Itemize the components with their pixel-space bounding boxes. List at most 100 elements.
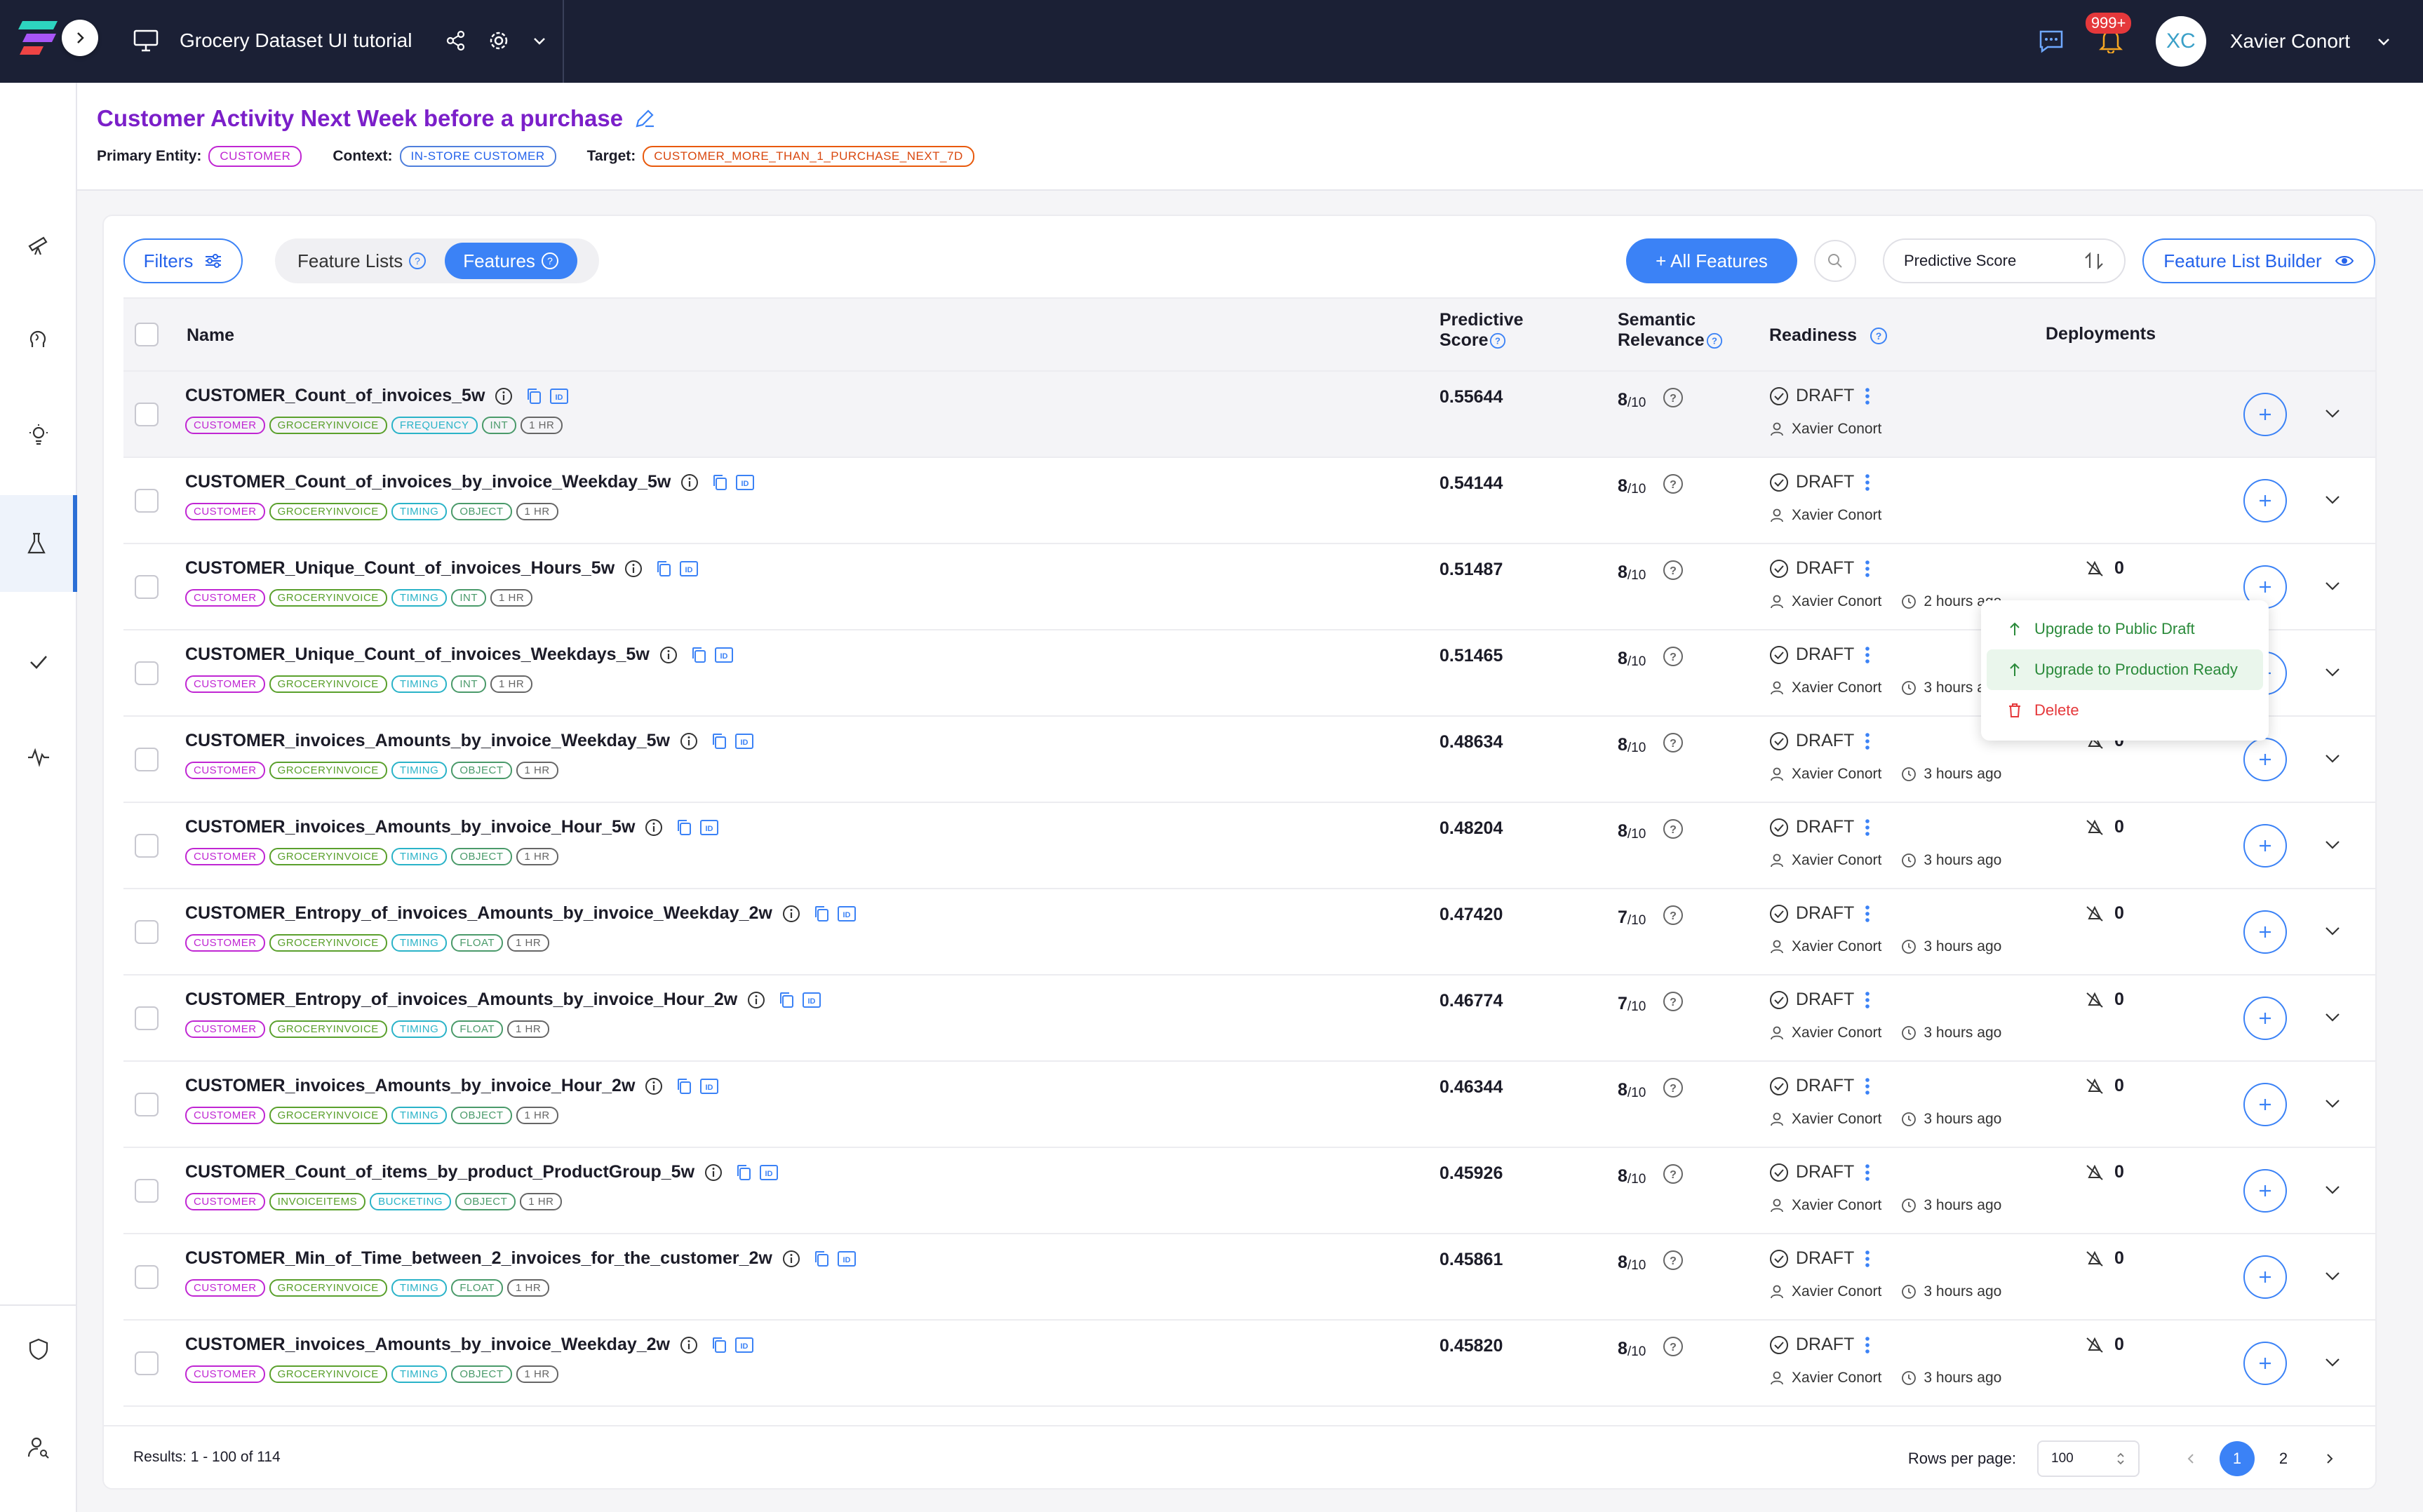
more-vertical-icon[interactable] bbox=[1864, 990, 1871, 1010]
help-icon[interactable]: ? bbox=[1663, 818, 1684, 839]
row-checkbox[interactable] bbox=[135, 1093, 159, 1116]
column-deployments[interactable]: Deployments bbox=[2046, 324, 2156, 344]
chevron-down-icon[interactable] bbox=[2322, 748, 2343, 769]
info-icon[interactable] bbox=[624, 560, 643, 578]
copy-icon[interactable] bbox=[711, 1336, 727, 1354]
sidebar-item-monitor[interactable] bbox=[0, 722, 77, 792]
feature-name[interactable]: CUSTOMER_invoices_Amounts_by_invoice_Hou… bbox=[185, 1076, 719, 1096]
add-to-list-button[interactable] bbox=[2243, 910, 2287, 954]
avatar[interactable]: XC bbox=[2155, 16, 2206, 67]
feature-list-builder-button[interactable]: Feature List Builder bbox=[2142, 238, 2375, 283]
help-icon[interactable]: ? bbox=[1706, 332, 1723, 349]
help-icon[interactable]: ? bbox=[1663, 732, 1684, 753]
chevron-down-icon[interactable] bbox=[531, 32, 548, 49]
help-icon[interactable]: ? bbox=[1663, 1250, 1684, 1271]
info-icon[interactable] bbox=[645, 818, 663, 837]
feature-name[interactable]: CUSTOMER_Count_of_invoices_5w ID bbox=[185, 386, 569, 406]
chevron-down-icon[interactable] bbox=[2322, 920, 2343, 941]
help-icon[interactable]: ? bbox=[1663, 473, 1684, 494]
feature-name-text[interactable]: CUSTOMER_invoices_Amounts_by_invoice_Wee… bbox=[185, 731, 671, 750]
copy-icon[interactable] bbox=[676, 818, 692, 837]
table-row[interactable]: CUSTOMER_invoices_Amounts_by_invoice_Hou… bbox=[123, 803, 2375, 889]
feature-name[interactable]: CUSTOMER_Unique_Count_of_invoices_Hours_… bbox=[185, 558, 699, 579]
table-row[interactable]: CUSTOMER_Entropy_of_invoices_Amounts_by_… bbox=[123, 889, 2375, 976]
rows-per-page-select[interactable]: 100 bbox=[2037, 1440, 2140, 1477]
table-row[interactable]: CUSTOMER_Count_of_items_by_product_Produ… bbox=[123, 1148, 2375, 1234]
tab-feature-lists[interactable]: Feature Lists ? bbox=[279, 243, 445, 279]
row-checkbox[interactable] bbox=[135, 1351, 159, 1375]
id-icon[interactable]: ID bbox=[734, 732, 754, 750]
help-icon[interactable]: ? bbox=[1489, 332, 1506, 349]
add-to-list-button[interactable] bbox=[2243, 1169, 2287, 1213]
sidebar-item-ideas[interactable] bbox=[0, 400, 77, 470]
row-checkbox[interactable] bbox=[135, 748, 159, 771]
help-icon[interactable]: ? bbox=[1870, 327, 1888, 345]
feature-name-text[interactable]: CUSTOMER_Unique_Count_of_invoices_Weekda… bbox=[185, 644, 650, 664]
notifications-button[interactable]: 999+ bbox=[2085, 12, 2132, 57]
row-checkbox[interactable] bbox=[135, 1006, 159, 1030]
chevron-down-icon[interactable] bbox=[2322, 1093, 2343, 1114]
add-to-list-button[interactable] bbox=[2243, 997, 2287, 1040]
id-icon[interactable]: ID bbox=[734, 1336, 754, 1354]
chevron-down-icon[interactable] bbox=[2322, 489, 2343, 510]
help-icon[interactable]: ? bbox=[1663, 1077, 1684, 1098]
feature-name[interactable]: CUSTOMER_invoices_Amounts_by_invoice_Wee… bbox=[185, 731, 754, 751]
help-icon[interactable]: ? bbox=[1663, 646, 1684, 667]
id-icon[interactable]: ID bbox=[679, 560, 699, 578]
help-icon[interactable]: ? bbox=[1663, 1336, 1684, 1357]
id-icon[interactable]: ID bbox=[699, 1077, 719, 1095]
column-semantic-relevance[interactable]: Semantic Relevance ? bbox=[1618, 310, 1723, 351]
chevron-down-icon[interactable] bbox=[2322, 834, 2343, 855]
copy-icon[interactable] bbox=[813, 905, 830, 923]
feature-name-text[interactable]: CUSTOMER_Unique_Count_of_invoices_Hours_… bbox=[185, 558, 615, 578]
sidebar-item-security[interactable] bbox=[0, 1314, 77, 1384]
chevron-down-icon[interactable] bbox=[2322, 1006, 2343, 1027]
edit-icon[interactable] bbox=[634, 108, 655, 129]
share-icon[interactable] bbox=[445, 30, 467, 51]
upgrade-production-ready-item[interactable]: Upgrade to Production Ready bbox=[1987, 649, 2263, 690]
table-row[interactable]: CUSTOMER_invoices_Amounts_by_invoice_Wee… bbox=[123, 1321, 2375, 1407]
copy-icon[interactable] bbox=[525, 387, 542, 405]
feature-name-text[interactable]: CUSTOMER_Entropy_of_invoices_Amounts_by_… bbox=[185, 990, 738, 1009]
user-name[interactable]: Xavier Conort bbox=[2229, 30, 2350, 52]
info-icon[interactable] bbox=[704, 1163, 723, 1182]
sort-arrows-icon[interactable] bbox=[2083, 251, 2105, 271]
help-icon[interactable]: ? bbox=[1663, 1163, 1684, 1184]
upgrade-public-draft-item[interactable]: Upgrade to Public Draft bbox=[1987, 609, 2263, 649]
copy-icon[interactable] bbox=[676, 1077, 692, 1095]
more-vertical-icon[interactable] bbox=[1864, 731, 1871, 751]
sidebar-expand-button[interactable] bbox=[62, 20, 98, 56]
feature-name-text[interactable]: CUSTOMER_Count_of_items_by_product_Produ… bbox=[185, 1162, 695, 1182]
help-icon[interactable]: ? bbox=[1663, 560, 1684, 581]
info-icon[interactable] bbox=[680, 473, 699, 492]
table-row[interactable]: CUSTOMER_Count_of_invoices_by_invoice_We… bbox=[123, 458, 2375, 544]
feature-name[interactable]: CUSTOMER_Count_of_items_by_product_Produ… bbox=[185, 1162, 779, 1182]
feature-name-text[interactable]: CUSTOMER_invoices_Amounts_by_invoice_Wee… bbox=[185, 1335, 671, 1354]
feature-name[interactable]: CUSTOMER_invoices_Amounts_by_invoice_Wee… bbox=[185, 1335, 754, 1355]
info-icon[interactable] bbox=[645, 1077, 663, 1095]
project-switcher[interactable]: Grocery Dataset UI tutorial bbox=[133, 21, 569, 60]
id-icon[interactable]: ID bbox=[759, 1163, 779, 1182]
info-icon[interactable] bbox=[495, 387, 513, 405]
feature-name[interactable]: CUSTOMER_Min_of_Time_between_2_invoices_… bbox=[185, 1248, 857, 1269]
filters-button[interactable]: Filters bbox=[123, 238, 243, 283]
feature-name-text[interactable]: CUSTOMER_Min_of_Time_between_2_invoices_… bbox=[185, 1248, 772, 1268]
add-to-list-button[interactable] bbox=[2243, 824, 2287, 868]
info-icon[interactable] bbox=[782, 905, 800, 923]
row-checkbox[interactable] bbox=[135, 1179, 159, 1203]
feature-name[interactable]: CUSTOMER_Count_of_invoices_by_invoice_We… bbox=[185, 472, 755, 492]
table-row[interactable]: CUSTOMER_Unique_Count_of_invoices_Hours_… bbox=[123, 544, 2375, 630]
sidebar-item-ideation[interactable] bbox=[0, 304, 77, 374]
table-row[interactable]: CUSTOMER_Count_of_invoices_5w ID CUSTOMER… bbox=[123, 372, 2375, 458]
add-to-list-button[interactable] bbox=[2243, 1083, 2287, 1126]
prev-page-button[interactable] bbox=[2173, 1441, 2208, 1476]
copy-icon[interactable] bbox=[778, 991, 795, 1009]
info-icon[interactable] bbox=[782, 1250, 800, 1268]
table-row[interactable]: CUSTOMER_Entropy_of_invoices_Amounts_by_… bbox=[123, 976, 2375, 1062]
delete-item[interactable]: Delete bbox=[1987, 690, 2263, 731]
sidebar-item-user-search[interactable] bbox=[0, 1412, 77, 1483]
id-icon[interactable]: ID bbox=[837, 1250, 857, 1268]
add-to-list-button[interactable] bbox=[2243, 479, 2287, 522]
more-vertical-icon[interactable] bbox=[1864, 818, 1871, 837]
tab-features[interactable]: Features ? bbox=[445, 243, 577, 279]
